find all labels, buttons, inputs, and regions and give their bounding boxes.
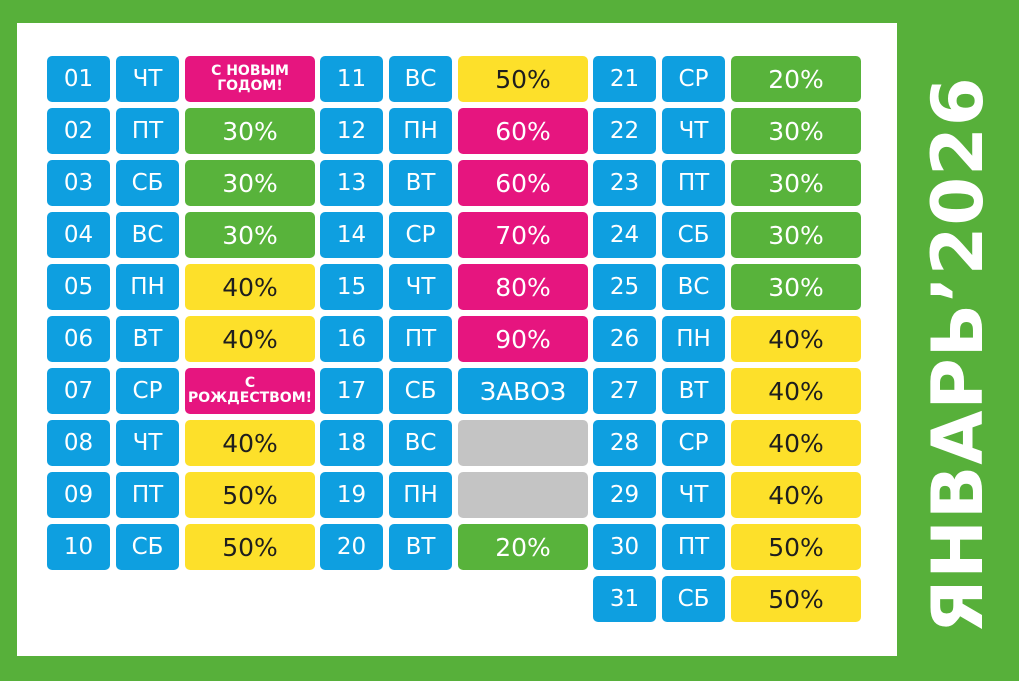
day-of-week: ВС [662,264,725,310]
day-number: 29 [593,472,656,518]
month-title: ЯНВАРЬ’2026 [917,76,999,634]
day-number: 11 [320,56,383,102]
discount-badge: 60% [458,160,588,206]
day-number: 01 [47,56,110,102]
discount-badge: 30% [185,160,315,206]
day-of-week: СБ [662,212,725,258]
discount-badge: 50% [458,56,588,102]
discount-badge: 50% [185,472,315,518]
discount-badge: ЗАВОЗ [458,368,588,414]
discount-badge: 30% [731,160,861,206]
discount-badge: 70% [458,212,588,258]
day-number: 13 [320,160,383,206]
day-of-week: ПН [389,108,452,154]
day-of-week: ЧТ [389,264,452,310]
discount-badge: 40% [185,420,315,466]
day-of-week: ЧТ [116,56,179,102]
day-of-week: ВС [389,56,452,102]
discount-badge: 20% [458,524,588,570]
discount-badge: 50% [731,524,861,570]
discount-badge: 40% [731,420,861,466]
day-number: 23 [593,160,656,206]
day-of-week: ПТ [116,472,179,518]
discount-badge: 50% [185,524,315,570]
day-number: 21 [593,56,656,102]
discount-badge: 30% [185,212,315,258]
discount-badge: 30% [731,212,861,258]
day-number: 17 [320,368,383,414]
discount-badge: 40% [185,264,315,310]
day-number: 16 [320,316,383,362]
day-number: 03 [47,160,110,206]
day-number: 06 [47,316,110,362]
day-of-week: СР [662,420,725,466]
discount-badge: 60% [458,108,588,154]
day-number: 19 [320,472,383,518]
day-of-week: СР [389,212,452,258]
discount-badge: 50% [731,576,861,622]
day-number: 25 [593,264,656,310]
day-number: 24 [593,212,656,258]
day-of-week: ВТ [116,316,179,362]
day-number: 27 [593,368,656,414]
day-number: 18 [320,420,383,466]
day-number: 07 [47,368,110,414]
day-of-week: СР [662,56,725,102]
day-of-week: ПН [389,472,452,518]
day-number: 10 [47,524,110,570]
day-of-week: ВС [389,420,452,466]
day-of-week: ЧТ [662,108,725,154]
discount-badge: 30% [185,108,315,154]
day-of-week: ПН [662,316,725,362]
day-number: 04 [47,212,110,258]
day-of-week: ПТ [116,108,179,154]
discount-badge: 40% [731,316,861,362]
day-of-week: ПТ [389,316,452,362]
day-number: 31 [593,576,656,622]
day-of-week: ВТ [389,160,452,206]
holiday-note: С РОЖДЕСТВОМ! [185,368,315,414]
discount-badge: 80% [458,264,588,310]
day-of-week: СБ [116,160,179,206]
day-number: 09 [47,472,110,518]
day-number: 12 [320,108,383,154]
day-of-week: СБ [662,576,725,622]
day-number: 26 [593,316,656,362]
day-of-week: СР [116,368,179,414]
day-of-week: ВС [116,212,179,258]
empty-slot [458,420,588,466]
day-of-week: ПТ [662,160,725,206]
day-of-week: СБ [389,368,452,414]
discount-badge: 40% [731,472,861,518]
discount-badge: 30% [731,108,861,154]
day-number: 22 [593,108,656,154]
day-of-week: ВТ [662,368,725,414]
discount-badge: 40% [731,368,861,414]
day-number: 08 [47,420,110,466]
day-of-week: ПТ [662,524,725,570]
discount-badge: 30% [731,264,861,310]
day-number: 15 [320,264,383,310]
day-number: 14 [320,212,383,258]
day-number: 02 [47,108,110,154]
day-of-week: ЧТ [116,420,179,466]
day-number: 20 [320,524,383,570]
day-of-week: СБ [116,524,179,570]
day-number: 28 [593,420,656,466]
discount-badge: 20% [731,56,861,102]
holiday-note: С НОВЫМ ГОДОМ! [185,56,315,102]
day-number: 05 [47,264,110,310]
discount-badge: 90% [458,316,588,362]
day-of-week: ЧТ [662,472,725,518]
empty-slot [458,472,588,518]
discount-badge: 40% [185,316,315,362]
day-of-week: ПН [116,264,179,310]
day-of-week: ВТ [389,524,452,570]
day-number: 30 [593,524,656,570]
